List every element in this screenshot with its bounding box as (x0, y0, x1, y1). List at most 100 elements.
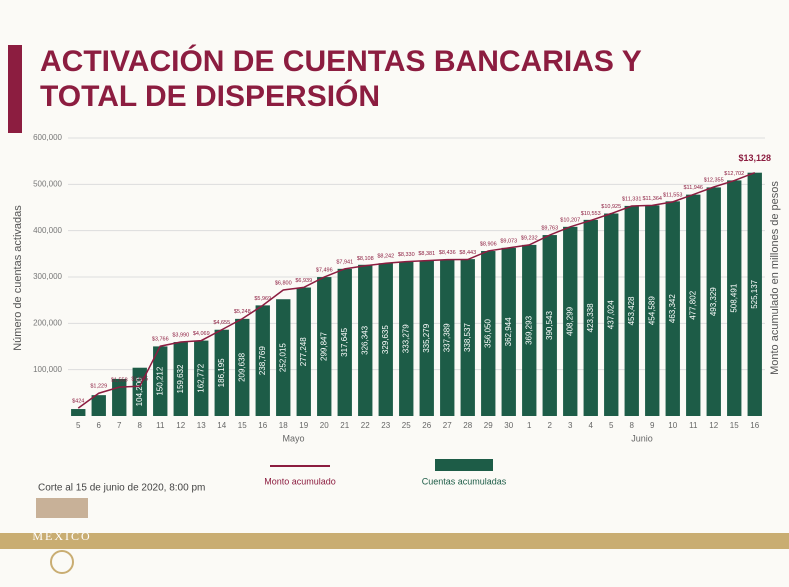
line-value-label: $8,381 (418, 251, 435, 257)
bar (317, 277, 332, 416)
x-tick-label: 14 (217, 421, 226, 430)
line-value-label: $8,436 (439, 250, 456, 256)
x-tick-label: 28 (463, 421, 472, 430)
bar-value-label: 338,537 (463, 323, 472, 352)
bar (91, 395, 106, 416)
bar-value-label: 423,338 (586, 303, 595, 332)
x-tick-label: 12 (709, 421, 718, 430)
y-tick-label: 100,000 (33, 365, 62, 374)
bar (214, 329, 229, 416)
y-tick-label: 400,000 (33, 226, 62, 235)
bar-value-label: 329,635 (381, 325, 390, 354)
x-tick-label: 5 (609, 421, 614, 430)
x-tick-label: 10 (668, 421, 677, 430)
bar (522, 244, 537, 416)
x-tick-label: 27 (443, 421, 452, 430)
bar-value-label: 252,015 (278, 343, 287, 372)
bar (727, 180, 742, 416)
line-value-label: $8,906 (480, 241, 497, 247)
bar-value-label: 454,589 (647, 296, 656, 325)
bar-value-label: 299,847 (319, 332, 328, 361)
bar (460, 259, 475, 416)
line-value-label: $13,128 (738, 153, 771, 163)
x-tick-label: 3 (568, 421, 573, 430)
line-value-label: $8,108 (357, 256, 374, 262)
x-tick-label: 30 (504, 421, 513, 430)
logo-text: MÉXICO (32, 529, 91, 543)
legend-swatch (435, 459, 493, 471)
legend-label: Cuentas acumuladas (422, 476, 507, 486)
bar (235, 318, 250, 416)
line-value-label: $9,073 (500, 238, 517, 244)
bar (665, 201, 680, 416)
bar-value-label: 477,802 (688, 290, 697, 319)
x-tick-label: 29 (484, 421, 493, 430)
accent-bar (8, 45, 22, 133)
line-value-label: $1,558 (111, 378, 128, 384)
bar (71, 409, 86, 416)
bar (604, 213, 619, 416)
y-tick-label: 200,000 (33, 318, 62, 327)
bar (112, 378, 127, 416)
bar (706, 187, 721, 416)
y2-axis-label: Monto acumulado en millones de pesos (769, 181, 781, 375)
line-value-label: $4,069 (193, 331, 210, 337)
x-tick-label: 11 (689, 421, 698, 430)
x-tick-label: 15 (238, 421, 247, 430)
bar (399, 261, 414, 416)
line-value-label: $11,364 (643, 196, 662, 202)
line-value-label: $8,242 (377, 254, 394, 260)
bar-value-label: 356,050 (483, 319, 492, 348)
line-value-label: $11,946 (684, 185, 703, 191)
bar-value-label: 408,299 (565, 306, 574, 335)
x-tick-label: 25 (402, 421, 411, 430)
bar (624, 205, 639, 416)
line-value-label: $3,990 (172, 333, 189, 339)
bar-value-label: 362,944 (504, 317, 513, 346)
x-tick-label: 11 (156, 421, 165, 430)
bar-value-label: 453,428 (627, 296, 636, 325)
bar-value-label: 437,024 (606, 300, 615, 329)
x-tick-label: 8 (138, 421, 143, 430)
line-value-label: $12,355 (704, 177, 724, 183)
line-value-label: $7,496 (316, 268, 333, 274)
line-value-label: $4,655 (213, 320, 230, 326)
bar-value-label: 104,200 (135, 377, 144, 406)
month-label: Junio (631, 433, 653, 443)
x-tick-label: 21 (340, 421, 349, 430)
bar (645, 205, 660, 416)
x-tick-label: 6 (97, 421, 102, 430)
x-tick-label: 19 (299, 421, 308, 430)
bar (194, 340, 209, 416)
x-tick-label: 22 (361, 421, 370, 430)
y-tick-label: 500,000 (33, 179, 62, 188)
bar (358, 264, 373, 416)
footnote: Corte al 15 de junio de 2020, 8:00 pm (38, 483, 205, 494)
bar (563, 226, 578, 416)
title-line: TOTAL DE DISPERSIÓN (40, 79, 380, 113)
line-value-label: $9,232 (521, 235, 538, 241)
legend-label: Monto acumulado (264, 476, 336, 486)
bar (583, 219, 598, 416)
bar (440, 259, 455, 416)
bar (419, 260, 434, 416)
bar-value-label: 238,769 (258, 346, 267, 375)
x-tick-label: 4 (589, 421, 594, 430)
bar-value-label: 209,638 (237, 352, 246, 381)
line-value-label: $10,925 (601, 204, 621, 210)
gold-band (0, 533, 789, 549)
line-value-label: $10,207 (560, 217, 580, 223)
bar (747, 172, 762, 416)
x-tick-label: 13 (197, 421, 206, 430)
line-value-label: $6,939 (295, 278, 312, 284)
x-tick-label: 1 (527, 421, 532, 430)
bar (686, 194, 701, 416)
bar (501, 247, 516, 416)
line-value-label: $1,229 (90, 384, 107, 390)
bar-value-label: 493,329 (709, 287, 718, 316)
x-tick-label: 20 (320, 421, 329, 430)
bar-value-label: 337,389 (442, 323, 451, 352)
logo-figures (36, 498, 88, 518)
y-tick-label: 300,000 (33, 272, 62, 281)
